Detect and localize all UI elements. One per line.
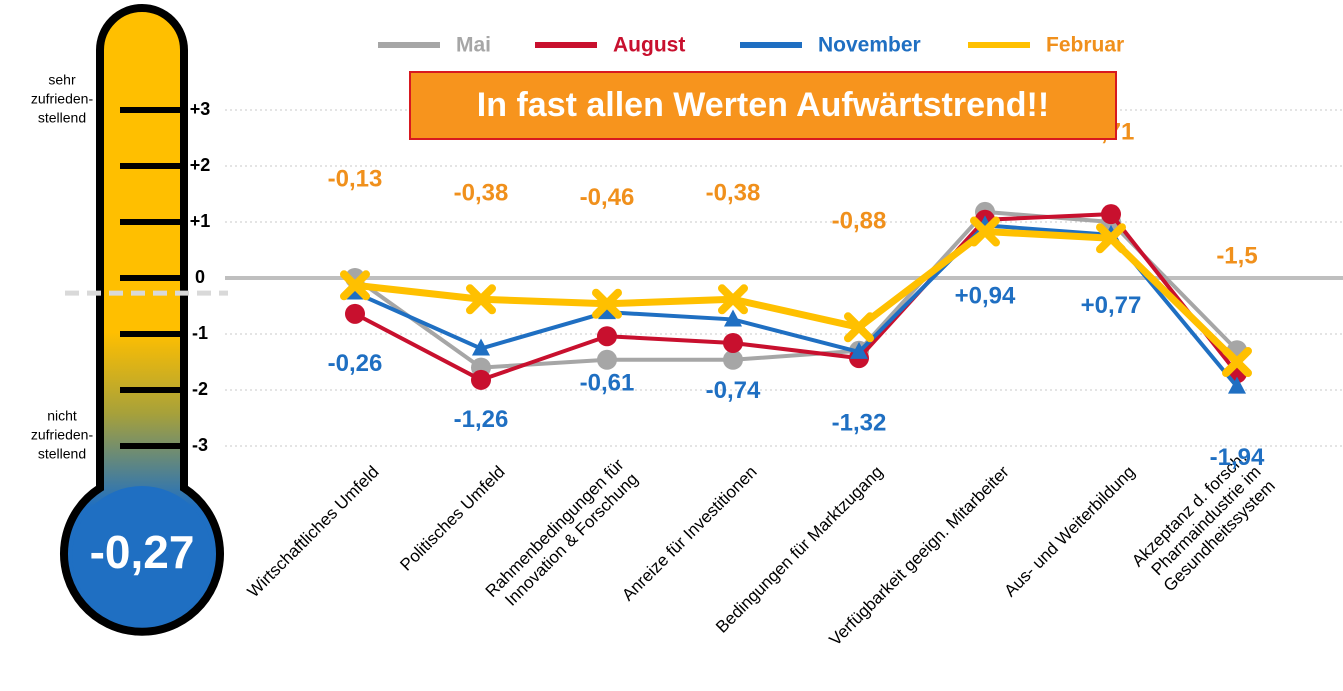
marker [597, 350, 617, 370]
x-tick-label: Wirtschaftliches Umfeld [244, 463, 383, 602]
legend-label: November [818, 34, 921, 57]
y-tick-label: -3 [192, 435, 208, 455]
title-box: In fast allen Werten Aufwärtstrend!! [410, 72, 1116, 139]
marker [597, 326, 617, 346]
overall-value: -0,27 [90, 526, 195, 578]
scale-label: stellend [38, 446, 86, 462]
scale-label: sehr [48, 72, 76, 88]
data-label: -0,61 [580, 370, 635, 397]
legend-label: August [613, 34, 685, 57]
x-tick-label-line: Wirtschaftliches Umfeld [244, 463, 383, 602]
marker [345, 304, 365, 324]
y-tick-label: -2 [192, 379, 208, 399]
scale-label: zufrieden- [31, 91, 94, 107]
marker [1101, 204, 1121, 224]
data-label: -0,26 [328, 350, 383, 377]
y-tick-label: 0 [195, 267, 205, 287]
data-label: -1,32 [832, 409, 887, 436]
data-label: -1,26 [454, 406, 509, 433]
y-tick-label: +2 [190, 155, 211, 175]
data-label: -0,46 [580, 184, 635, 211]
x-tick-label: Politisches Umfeld [397, 463, 509, 575]
data-label: -0,38 [454, 180, 509, 207]
scale-label: stellend [38, 110, 86, 126]
marker [471, 370, 491, 390]
data-label: -1,94 [1210, 444, 1265, 471]
chart-title: In fast allen Werten Aufwärtstrend!! [477, 86, 1049, 124]
y-tick-label: -1 [192, 323, 208, 343]
y-tick-label: +1 [190, 211, 211, 231]
chart: -0,27 +3 +2 +1 0 -1 -2 -3 sehr zufrieden-stellen… [0, 0, 1343, 691]
scale-label: zufrieden- [31, 427, 94, 443]
data-label: +0,77 [1081, 292, 1142, 319]
data-label: -0,13 [328, 166, 383, 193]
data-label: -0,88 [832, 208, 887, 235]
data-label: -1,5 [1216, 242, 1257, 269]
x-tick-label-line: Aus- und Weiterbildung [1001, 463, 1139, 601]
scale-label: nicht [47, 408, 77, 424]
legend-label: Februar [1046, 34, 1124, 57]
marker [723, 333, 743, 353]
x-tick-label: Aus- und Weiterbildung [1001, 463, 1139, 601]
data-label: +0,94 [955, 283, 1016, 310]
data-label: -0,74 [706, 377, 761, 404]
x-tick-label-line: Politisches Umfeld [397, 463, 509, 575]
data-label: -0,38 [706, 180, 761, 207]
x-tick-label: Akzeptanz d. forsch.Pharmaindustrie imGe… [1129, 448, 1280, 599]
y-tick-label: +3 [190, 99, 211, 119]
legend-label: Mai [456, 34, 491, 57]
